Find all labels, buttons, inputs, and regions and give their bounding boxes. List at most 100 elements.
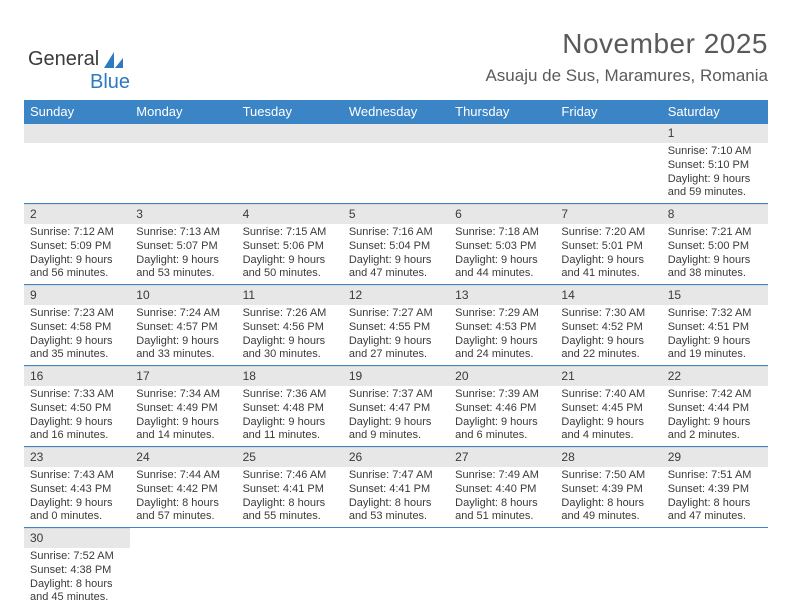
daylight-line-2: and 27 minutes. — [349, 348, 443, 362]
daylight-line-1: Daylight: 9 hours — [243, 254, 337, 268]
sunset-line: Sunset: 5:03 PM — [455, 240, 549, 254]
sunrise-line: Sunrise: 7:15 AM — [243, 226, 337, 240]
calendar-cell: 9Sunrise: 7:23 AMSunset: 4:58 PMDaylight… — [24, 285, 130, 366]
sunset-line: Sunset: 4:43 PM — [30, 483, 124, 497]
calendar-cell: 4Sunrise: 7:15 AMSunset: 5:06 PMDaylight… — [237, 204, 343, 285]
calendar-cell: 14Sunrise: 7:30 AMSunset: 4:52 PMDayligh… — [555, 285, 661, 366]
sunrise-line: Sunrise: 7:29 AM — [455, 307, 549, 321]
sunrise-line: Sunrise: 7:44 AM — [136, 469, 230, 483]
sunrise-line: Sunrise: 7:46 AM — [243, 469, 337, 483]
sunrise-line: Sunrise: 7:10 AM — [668, 145, 762, 159]
daylight-line-1: Daylight: 8 hours — [668, 497, 762, 511]
calendar-cell: 18Sunrise: 7:36 AMSunset: 4:48 PMDayligh… — [237, 366, 343, 447]
calendar-cell: 28Sunrise: 7:50 AMSunset: 4:39 PMDayligh… — [555, 447, 661, 528]
daylight-line-2: and 22 minutes. — [561, 348, 655, 362]
sunset-line: Sunset: 4:45 PM — [561, 402, 655, 416]
day-number-bar: 3 — [130, 204, 236, 224]
calendar-cell: 25Sunrise: 7:46 AMSunset: 4:41 PMDayligh… — [237, 447, 343, 528]
sunset-line: Sunset: 4:55 PM — [349, 321, 443, 335]
sunrise-line: Sunrise: 7:27 AM — [349, 307, 443, 321]
daylight-line-1: Daylight: 9 hours — [561, 416, 655, 430]
sunrise-line: Sunrise: 7:33 AM — [30, 388, 124, 402]
calendar-cell: 1Sunrise: 7:10 AMSunset: 5:10 PMDaylight… — [662, 124, 768, 204]
day-number-bar: 9 — [24, 285, 130, 305]
calendar-cell: 3Sunrise: 7:13 AMSunset: 5:07 PMDaylight… — [130, 204, 236, 285]
sunset-line: Sunset: 4:47 PM — [349, 402, 443, 416]
calendar-cell: 21Sunrise: 7:40 AMSunset: 4:45 PMDayligh… — [555, 366, 661, 447]
day-number-bar: 14 — [555, 285, 661, 305]
daylight-line-2: and 59 minutes. — [668, 186, 762, 200]
calendar-cell: 20Sunrise: 7:39 AMSunset: 4:46 PMDayligh… — [449, 366, 555, 447]
calendar-cell: 27Sunrise: 7:49 AMSunset: 4:40 PMDayligh… — [449, 447, 555, 528]
sunset-line: Sunset: 4:57 PM — [136, 321, 230, 335]
calendar-cell-empty — [662, 528, 768, 608]
sunrise-line: Sunrise: 7:49 AM — [455, 469, 549, 483]
sunset-line: Sunset: 4:58 PM — [30, 321, 124, 335]
day-number-bar — [449, 124, 555, 143]
daylight-line-2: and 19 minutes. — [668, 348, 762, 362]
sunset-line: Sunset: 4:53 PM — [455, 321, 549, 335]
day-number-bar: 7 — [555, 204, 661, 224]
daylight-line-2: and 30 minutes. — [243, 348, 337, 362]
sunset-line: Sunset: 4:39 PM — [561, 483, 655, 497]
daylight-line-1: Daylight: 9 hours — [561, 254, 655, 268]
sunset-line: Sunset: 4:42 PM — [136, 483, 230, 497]
calendar-cell: 15Sunrise: 7:32 AMSunset: 4:51 PMDayligh… — [662, 285, 768, 366]
sunset-line: Sunset: 4:51 PM — [668, 321, 762, 335]
logo-word-blue: Blue — [90, 71, 130, 94]
sunset-line: Sunset: 4:50 PM — [30, 402, 124, 416]
daylight-line-2: and 49 minutes. — [561, 510, 655, 524]
daylight-line-2: and 53 minutes. — [349, 510, 443, 524]
calendar-cell-empty — [449, 124, 555, 204]
calendar-cell: 22Sunrise: 7:42 AMSunset: 4:44 PMDayligh… — [662, 366, 768, 447]
daylight-line-1: Daylight: 9 hours — [30, 416, 124, 430]
sunset-line: Sunset: 4:38 PM — [30, 564, 124, 578]
daylight-line-1: Daylight: 9 hours — [668, 254, 762, 268]
calendar-cell-empty — [449, 528, 555, 608]
sunset-line: Sunset: 5:09 PM — [30, 240, 124, 254]
day-number-bar: 18 — [237, 366, 343, 386]
sunrise-line: Sunrise: 7:16 AM — [349, 226, 443, 240]
daylight-line-1: Daylight: 8 hours — [136, 497, 230, 511]
daylight-line-2: and 56 minutes. — [30, 267, 124, 281]
sunset-line: Sunset: 4:56 PM — [243, 321, 337, 335]
day-number-bar: 21 — [555, 366, 661, 386]
calendar-cell-empty — [130, 528, 236, 608]
day-number-bar: 29 — [662, 447, 768, 467]
sunset-line: Sunset: 4:41 PM — [243, 483, 337, 497]
daylight-line-2: and 55 minutes. — [243, 510, 337, 524]
sunrise-line: Sunrise: 7:34 AM — [136, 388, 230, 402]
daylight-line-2: and 11 minutes. — [243, 429, 337, 443]
day-number-bar: 10 — [130, 285, 236, 305]
sunset-line: Sunset: 4:40 PM — [455, 483, 549, 497]
day-number-bar: 30 — [24, 528, 130, 548]
calendar-cell-empty — [237, 528, 343, 608]
calendar-cell-empty — [555, 528, 661, 608]
sunrise-line: Sunrise: 7:52 AM — [30, 550, 124, 564]
sunrise-line: Sunrise: 7:32 AM — [668, 307, 762, 321]
sunset-line: Sunset: 5:10 PM — [668, 159, 762, 173]
day-of-week-header: Friday — [555, 100, 661, 124]
daylight-line-2: and 0 minutes. — [30, 510, 124, 524]
sunrise-line: Sunrise: 7:47 AM — [349, 469, 443, 483]
calendar-cell: 26Sunrise: 7:47 AMSunset: 4:41 PMDayligh… — [343, 447, 449, 528]
sunrise-line: Sunrise: 7:30 AM — [561, 307, 655, 321]
calendar-cell: 13Sunrise: 7:29 AMSunset: 4:53 PMDayligh… — [449, 285, 555, 366]
day-number-bar: 19 — [343, 366, 449, 386]
daylight-line-1: Daylight: 9 hours — [455, 416, 549, 430]
sunrise-line: Sunrise: 7:20 AM — [561, 226, 655, 240]
day-number-bar — [24, 124, 130, 143]
day-number-bar — [343, 124, 449, 143]
sunset-line: Sunset: 5:04 PM — [349, 240, 443, 254]
calendar-cell: 23Sunrise: 7:43 AMSunset: 4:43 PMDayligh… — [24, 447, 130, 528]
daylight-line-1: Daylight: 9 hours — [30, 254, 124, 268]
calendar-cell: 30Sunrise: 7:52 AMSunset: 4:38 PMDayligh… — [24, 528, 130, 608]
daylight-line-1: Daylight: 9 hours — [668, 335, 762, 349]
calendar-cell-empty — [24, 124, 130, 204]
daylight-line-1: Daylight: 8 hours — [243, 497, 337, 511]
day-number-bar: 2 — [24, 204, 130, 224]
daylight-line-1: Daylight: 9 hours — [243, 335, 337, 349]
sunrise-line: Sunrise: 7:37 AM — [349, 388, 443, 402]
sunset-line: Sunset: 4:39 PM — [668, 483, 762, 497]
daylight-line-2: and 2 minutes. — [668, 429, 762, 443]
